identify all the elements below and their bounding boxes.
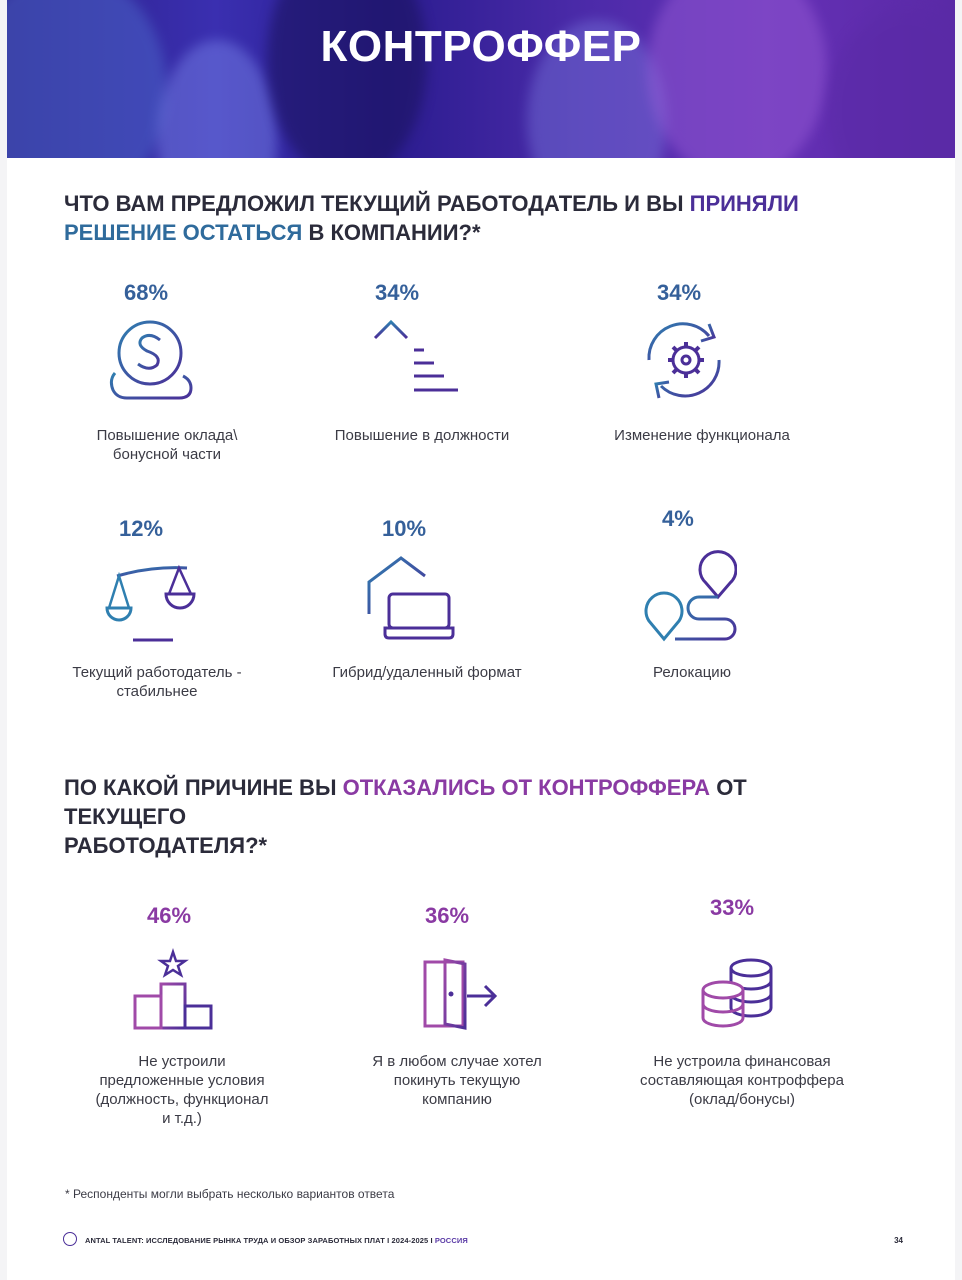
reason-label-line: (должность, функционал bbox=[95, 1091, 269, 1108]
reason-label-line: и т.д.) bbox=[162, 1110, 202, 1127]
scales-icon bbox=[105, 560, 196, 642]
reason-label: Я в любом случае хотел покинуть текущую … bbox=[352, 1052, 562, 1109]
answer-label-line: бонусной части bbox=[112, 446, 222, 463]
question-1-highlight-2: РЕШЕНИЕ ОСТАТЬСЯ bbox=[64, 220, 303, 245]
header-banner: КОНТРОФФЕР bbox=[7, 0, 955, 158]
answer-label: Текущий работодатель - стабильнее bbox=[47, 663, 267, 701]
answer-label-line: Гибрид/удаленный формат bbox=[332, 664, 522, 681]
page-number: 34 bbox=[894, 1236, 903, 1245]
home-laptop-icon bbox=[367, 556, 455, 640]
answer-label-line: Изменение функционала bbox=[614, 427, 790, 444]
reason-label-line: покинуть текущую bbox=[393, 1072, 521, 1089]
gear-refresh-icon bbox=[647, 322, 721, 399]
page-edge-left bbox=[0, 0, 7, 1280]
answer-label-line: Повышение оклада\ bbox=[96, 427, 238, 444]
reason-label-line: составляющая контроффера bbox=[640, 1072, 844, 1089]
footer-text: ANTAL TALENT: ИССЛЕДОВАНИЕ РЫНКА ТРУДА И… bbox=[85, 1236, 468, 1245]
question-2-text: ПО КАКОЙ ПРИЧИНЕ ВЫ bbox=[64, 775, 343, 800]
question-1-highlight-1: ПРИНЯЛИ bbox=[689, 191, 799, 216]
reason-label-line: предложенные условия bbox=[99, 1072, 265, 1089]
footnote: * Респонденты могли выбрать несколько ва… bbox=[65, 1187, 395, 1201]
question-2-text-mid: ОТ ТЕКУЩЕГО bbox=[64, 775, 747, 829]
exit-door-icon bbox=[423, 958, 498, 1030]
answer-label-line: стабильнее bbox=[116, 683, 198, 700]
answer-percent: 4% bbox=[662, 506, 694, 531]
antal-logo bbox=[63, 1232, 77, 1246]
question-1-title: ЧТО ВАМ ПРЕДЛОЖИЛ ТЕКУЩИЙ РАБОТОДАТЕЛЬ И… bbox=[64, 189, 864, 247]
reason-label: Не устроила финансовая составляющая конт… bbox=[622, 1052, 862, 1109]
footer-region: РОССИЯ bbox=[434, 1236, 468, 1245]
reason-label-line: (оклад/бонусы) bbox=[689, 1091, 795, 1108]
question-2-text-end: РАБОТОДАТЕЛЯ?* bbox=[64, 833, 268, 858]
answer-percent: 10% bbox=[382, 516, 427, 541]
reason-percent: 36% bbox=[425, 903, 470, 928]
route-pins-icon bbox=[644, 550, 737, 642]
question-1-text: ЧТО ВАМ ПРЕДЛОЖИЛ ТЕКУЩИЙ РАБОТОДАТЕЛЬ И… bbox=[64, 191, 690, 216]
question-2-title: ПО КАКОЙ ПРИЧИНЕ ВЫ ОТКАЗАЛИСЬ ОТ КОНТРО… bbox=[64, 773, 864, 860]
page-title: КОНТРОФФЕР bbox=[320, 22, 642, 71]
answer-label: Гибрид/удаленный формат bbox=[312, 663, 542, 682]
reason-label-line: Не устроили bbox=[138, 1053, 226, 1070]
reason-label: Не устроили предложенные условия (должно… bbox=[77, 1052, 287, 1128]
answer-percent: 34% bbox=[657, 280, 702, 305]
promotion-arrow-icon bbox=[373, 319, 458, 398]
answer-label: Релокацию bbox=[602, 663, 782, 682]
coin-stacks-icon bbox=[701, 958, 773, 1028]
page-edge-right bbox=[955, 0, 962, 1280]
reason-percent: 46% bbox=[147, 903, 192, 928]
answer-label-line: Текущий работодатель - bbox=[72, 664, 242, 681]
question-2-highlight: ОТКАЗАЛИСЬ ОТ КОНТРОФФЕРА bbox=[342, 775, 711, 800]
reason-percent: 33% bbox=[710, 895, 755, 920]
answer-label-line: Релокацию bbox=[653, 664, 731, 681]
answer-percent: 12% bbox=[119, 516, 164, 541]
footer-report-title: ANTAL TALENT: ИССЛЕДОВАНИЕ РЫНКА ТРУДА И… bbox=[85, 1236, 435, 1245]
reason-label-line: Не устроила финансовая bbox=[653, 1053, 831, 1070]
answer-label: Изменение функционала bbox=[592, 426, 812, 445]
question-1-text-end: В КОМПАНИИ?* bbox=[302, 220, 481, 245]
dollar-coin-hand-icon bbox=[109, 320, 193, 400]
answer-label: Повышение оклада\ бонусной части bbox=[67, 426, 267, 464]
document-page: КОНТРОФФЕР ЧТО ВАМ ПРЕДЛОЖИЛ ТЕКУЩИЙ РАБ… bbox=[7, 0, 955, 1278]
answer-percent: 68% bbox=[124, 280, 169, 305]
answer-label: Повышение в должности bbox=[317, 426, 527, 445]
reason-label-line: компанию bbox=[422, 1091, 492, 1108]
answer-label-line: Повышение в должности bbox=[334, 427, 510, 444]
podium-star-icon bbox=[133, 948, 213, 1030]
reason-label-line: Я в любом случае хотел bbox=[372, 1053, 542, 1070]
answer-percent: 34% bbox=[375, 280, 420, 305]
